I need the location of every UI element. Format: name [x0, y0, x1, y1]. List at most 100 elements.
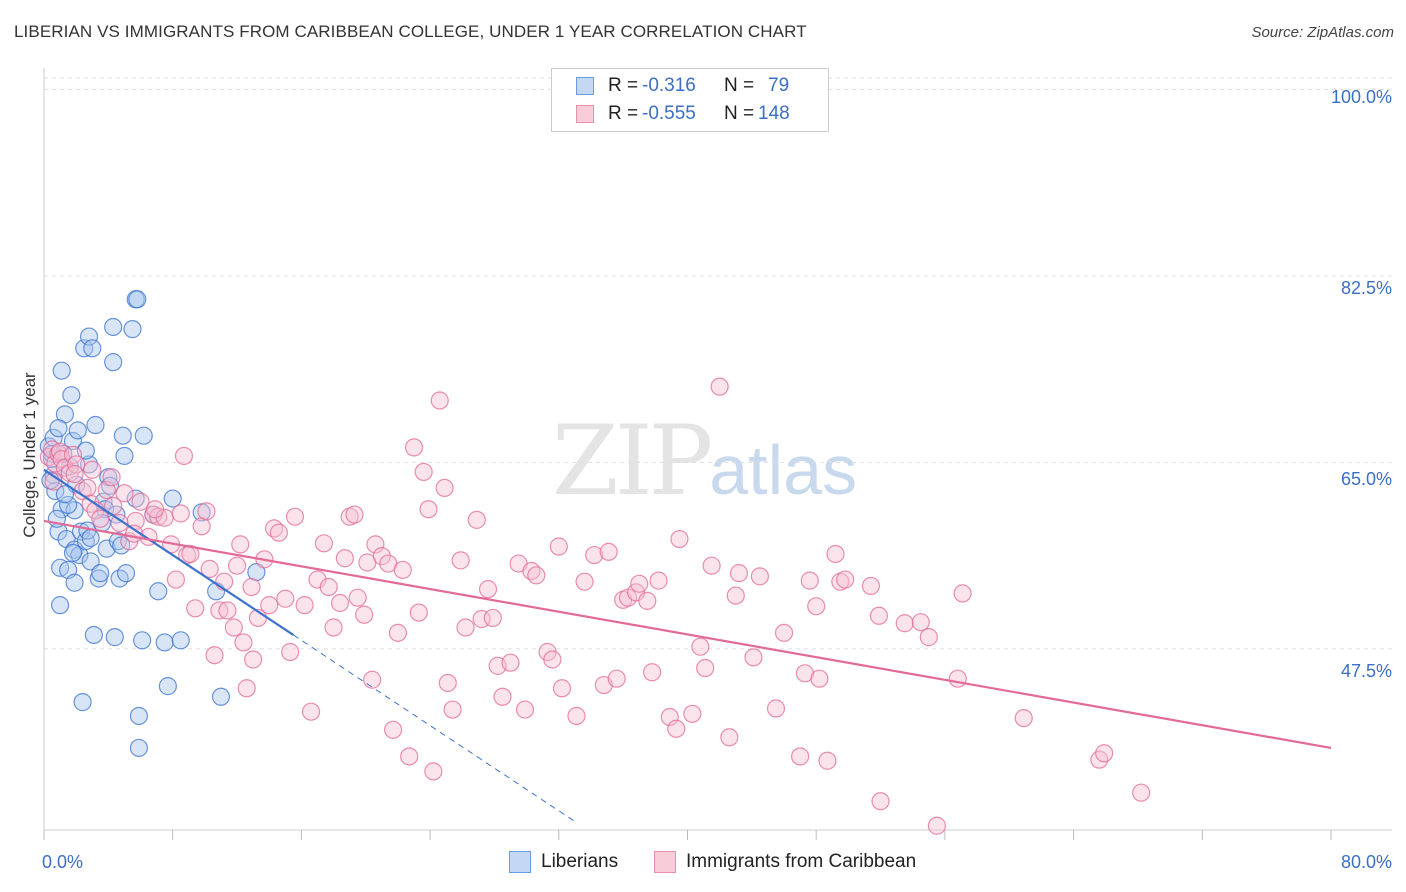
data-point-caribbean: [871, 792, 890, 811]
data-point-caribbean: [575, 572, 594, 591]
data-point-caribbean: [836, 570, 855, 589]
data-point-caribbean: [607, 669, 626, 688]
legend-item-liberians[interactable]: Liberians: [509, 851, 618, 873]
data-point-caribbean: [244, 650, 263, 669]
data-point-caribbean: [451, 551, 470, 570]
data-point-liberians: [105, 628, 124, 647]
data-point-caribbean: [729, 564, 749, 583]
data-point-caribbean: [638, 591, 657, 610]
data-point-caribbean: [549, 537, 568, 556]
data-point-caribbean: [869, 606, 889, 625]
data-point-caribbean: [774, 623, 794, 642]
data-point-caribbean: [744, 648, 763, 667]
data-point-caribbean: [702, 556, 721, 575]
data-point-caribbean: [335, 549, 354, 568]
y-tick-82-5: 82.5%: [1340, 278, 1392, 298]
data-point-liberians: [91, 564, 110, 583]
data-point-caribbean: [483, 608, 502, 628]
data-point-caribbean: [649, 571, 668, 590]
y-axis-label: College, Under 1 year: [20, 372, 39, 538]
legend-n-value: 148: [758, 103, 790, 124]
data-point-caribbean: [174, 446, 194, 466]
data-point-liberians: [116, 564, 136, 583]
data-point-caribbean: [363, 670, 382, 689]
data-point-caribbean: [630, 574, 649, 593]
data-point-caribbean: [456, 618, 475, 637]
data-point-caribbean: [393, 560, 412, 580]
data-point-liberians: [104, 317, 123, 337]
data-point-liberians: [104, 353, 123, 372]
data-point-caribbean: [285, 507, 305, 526]
data-point-caribbean: [348, 588, 367, 607]
data-point-liberians: [79, 455, 99, 474]
stats-legend: R = -0.316 N = 79 R = -0.555 N = 148: [551, 68, 829, 132]
trend-line-caribbean: [43, 519, 1332, 750]
legend-item-caribbean[interactable]: Immigrants from Caribbean: [654, 851, 916, 873]
data-point-caribbean: [409, 603, 428, 622]
data-point-liberians: [163, 489, 182, 508]
legend-n-value: 79: [768, 75, 790, 96]
data-point-liberians: [86, 415, 105, 435]
data-point-caribbean: [527, 566, 546, 585]
data-point-caribbean: [567, 706, 586, 726]
data-point-caribbean: [324, 618, 343, 637]
data-point-caribbean: [791, 747, 810, 766]
data-point-caribbean: [911, 613, 930, 632]
data-point-caribbean: [242, 577, 261, 597]
series-liberians: [39, 290, 266, 758]
data-point-caribbean: [131, 492, 150, 511]
data-point-liberians: [129, 738, 149, 758]
data-point-caribbean: [227, 556, 247, 575]
chart-title: LIBERIAN VS IMMIGRANTS FROM CARIBBEAN CO…: [14, 22, 807, 41]
data-point-caribbean: [355, 605, 374, 624]
trend-extension-liberians: [293, 634, 576, 822]
data-point-caribbean: [710, 377, 729, 396]
data-point-liberians: [129, 706, 149, 726]
data-point-caribbean: [372, 547, 391, 566]
data-point-caribbean: [234, 633, 253, 652]
data-point-caribbean: [1132, 783, 1151, 802]
watermark-zip: ZIP: [552, 405, 713, 517]
data-point-caribbean: [585, 545, 604, 565]
data-point-caribbean: [301, 702, 321, 721]
data-point-caribbean: [319, 577, 338, 597]
data-point-caribbean: [314, 534, 334, 553]
data-point-caribbean: [800, 571, 819, 590]
data-point-caribbean: [218, 601, 237, 620]
data-point-caribbean: [1095, 744, 1114, 763]
data-point-caribbean: [515, 700, 535, 719]
data-point-caribbean: [200, 559, 219, 578]
data-point-caribbean: [438, 673, 457, 693]
data-point-caribbean: [231, 535, 250, 554]
legend-label-liberians: Liberians: [541, 851, 619, 872]
trend-lines: [43, 468, 1332, 822]
data-point-caribbean: [65, 464, 84, 484]
data-point-caribbean: [478, 580, 498, 599]
data-point-caribbean: [388, 623, 408, 642]
y-tick-47-5: 47.5%: [1340, 661, 1392, 681]
data-point-liberians: [59, 495, 78, 515]
axes: [43, 68, 1392, 840]
data-point-liberians: [126, 489, 145, 508]
data-point-liberians: [134, 426, 153, 445]
data-point-liberians: [133, 631, 152, 650]
data-point-liberians: [149, 582, 168, 601]
data-point-liberians: [84, 625, 103, 645]
data-point-caribbean: [430, 391, 449, 410]
data-point-caribbean: [766, 699, 786, 718]
data-point-caribbean: [670, 529, 689, 549]
data-point-liberians: [123, 320, 142, 339]
legend-n-label: N =: [724, 103, 755, 124]
data-point-liberians: [65, 573, 84, 592]
data-point-caribbean: [269, 523, 288, 542]
data-point-caribbean: [667, 719, 686, 738]
legend-swatch-pink: [576, 105, 594, 123]
watermark: ZIPatlas: [552, 405, 857, 517]
data-point-caribbean: [443, 700, 462, 719]
data-point-caribbean: [224, 618, 243, 637]
data-point-caribbean: [260, 596, 279, 615]
data-point-caribbean: [919, 628, 938, 647]
data-point-caribbean: [435, 478, 454, 497]
legend-r-value: -0.555: [642, 103, 696, 124]
